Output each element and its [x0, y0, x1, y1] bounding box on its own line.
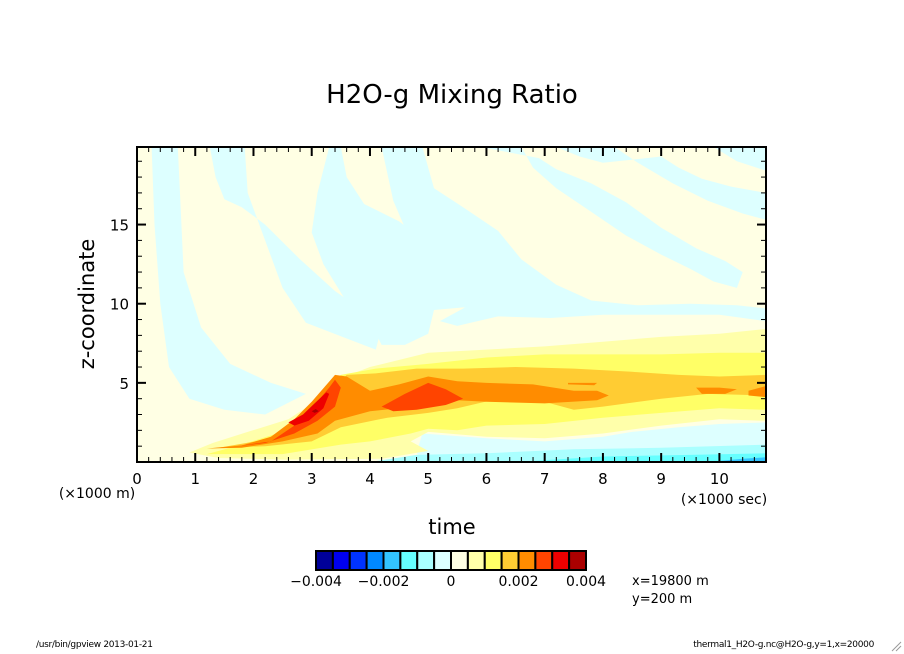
colorbar-swatch [551, 550, 571, 571]
colorbar-swatch [433, 550, 452, 571]
contour-neg-band-5 [480, 147, 743, 288]
x-tick-label: 0 [132, 470, 142, 488]
contour-pos5-right [381, 382, 464, 412]
y-tick-labels: 5 10 15 [110, 217, 129, 393]
x-tick-label: 9 [656, 470, 666, 488]
x-tick-label: 6 [482, 470, 492, 488]
colorbar-swatch [331, 550, 351, 571]
contour-pos4-patch-c [568, 382, 598, 386]
colorbar-swatch [382, 550, 402, 571]
contour-neg-band-7 [713, 147, 766, 171]
x-tick-label: 7 [540, 470, 550, 488]
chart-title: H2O-g Mixing Ratio [326, 80, 578, 110]
contour-regions [151, 147, 766, 462]
colorbar-swatch [500, 550, 520, 571]
colorbar-swatch [365, 550, 385, 571]
x-units-label: (×1000 sec) [681, 492, 767, 508]
colorbar-swatch [568, 550, 587, 571]
colorbar [315, 550, 587, 571]
footer-program-date: /usr/bin/gpview 2013-01-21 [36, 640, 153, 650]
colorbar-swatch [483, 550, 503, 571]
contour-pos5-left [236, 379, 341, 447]
x-tick-label: 8 [598, 470, 608, 488]
colorbar-labels: −0.004 −0.002 0 0.002 0.004 [290, 574, 606, 590]
x-tick-label: 1 [190, 470, 200, 488]
contour-neg-band-4 [381, 147, 766, 326]
colorbar-swatch [348, 550, 368, 571]
colorbar-swatch [315, 550, 334, 571]
y-tick-label: 10 [110, 296, 129, 314]
x-tick-label: 2 [249, 470, 259, 488]
contour-neg3-bottom [515, 453, 766, 462]
colorbar-tick-label: 0.004 [566, 574, 606, 590]
contour-neg-band-2 [209, 147, 382, 350]
contour-neg-band-6 [556, 147, 766, 220]
y-tick-label: 5 [119, 375, 129, 393]
contour-pos6 [288, 392, 330, 426]
colorbar-tick-label: 0.002 [498, 574, 538, 590]
contour-neg4-bottom [707, 457, 766, 462]
x-tick-label: 4 [365, 470, 375, 488]
contour-pos4-patch-b [748, 386, 766, 398]
colorbar-tick-label: −0.002 [358, 574, 410, 590]
x-tick-label: 5 [423, 470, 433, 488]
contour-neg-band-3 [311, 147, 510, 345]
colorbar-swatch [450, 550, 469, 571]
x-axis-label: time [428, 515, 475, 539]
x-tick-labels: 0 1 2 3 4 5 6 7 8 9 10 [132, 470, 729, 488]
colorbar-swatch [466, 550, 486, 571]
colorbar-swatch [534, 550, 554, 571]
y-axis-label: z-coordinate [75, 239, 99, 370]
contour-pos4 [206, 374, 609, 449]
colorbar-tick-label: 0 [447, 574, 456, 590]
colorbar-swatch [517, 550, 537, 571]
contour-pos4-patch-a [696, 387, 737, 394]
contour-pos7-dot [311, 409, 319, 413]
colorbar-swatch [416, 550, 436, 571]
annotation-y-position: y=200 m [632, 592, 693, 607]
annotation-x-position: x=19800 m [632, 574, 709, 589]
y-units-label: (×1000 m) [59, 486, 135, 502]
x-tick-label: 3 [307, 470, 317, 488]
resize-grip-icon[interactable] [890, 640, 902, 652]
footer-data-source: thermal1_H2O-g.nc@H2O-g,y=1,x=20000 [693, 640, 874, 650]
x-tick-label: 10 [710, 470, 729, 488]
y-tick-label: 15 [110, 217, 129, 235]
contour-neg-band-1 [151, 147, 306, 415]
colorbar-tick-label: −0.004 [290, 574, 342, 590]
colorbar-swatch [399, 550, 419, 571]
axis-ticks [136, 147, 767, 462]
